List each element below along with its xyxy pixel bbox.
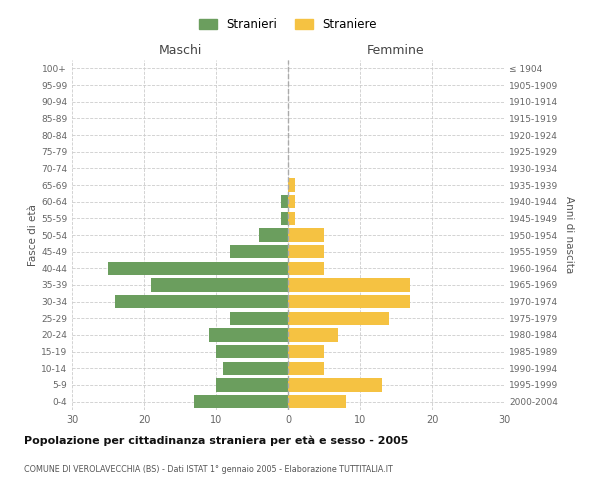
Text: Femmine: Femmine [367, 44, 425, 57]
Bar [288, 212, 295, 225]
Bar [288, 295, 410, 308]
Bar [288, 262, 324, 275]
Bar [108, 262, 288, 275]
Y-axis label: Anni di nascita: Anni di nascita [563, 196, 574, 274]
Text: COMUNE DI VEROLAVECCHIA (BS) - Dati ISTAT 1° gennaio 2005 - Elaborazione TUTTITA: COMUNE DI VEROLAVECCHIA (BS) - Dati ISTA… [24, 465, 393, 474]
Bar [223, 362, 288, 375]
Bar [230, 245, 288, 258]
Bar [288, 195, 295, 208]
Legend: Stranieri, Straniere: Stranieri, Straniere [194, 14, 382, 36]
Bar [288, 345, 324, 358]
Bar [281, 195, 288, 208]
Bar [288, 278, 410, 291]
Bar [288, 362, 324, 375]
Bar [288, 245, 324, 258]
Bar [230, 312, 288, 325]
Bar [288, 328, 338, 342]
Bar [151, 278, 288, 291]
Bar [288, 312, 389, 325]
Bar [115, 295, 288, 308]
Bar [288, 178, 295, 192]
Bar [281, 212, 288, 225]
Bar [288, 228, 324, 241]
Bar [259, 228, 288, 241]
Bar [216, 378, 288, 392]
Text: Popolazione per cittadinanza straniera per età e sesso - 2005: Popolazione per cittadinanza straniera p… [24, 435, 409, 446]
Y-axis label: Fasce di età: Fasce di età [28, 204, 38, 266]
Bar [288, 395, 346, 408]
Bar [216, 345, 288, 358]
Bar [194, 395, 288, 408]
Text: Maschi: Maschi [158, 44, 202, 57]
Bar [288, 378, 382, 392]
Bar [209, 328, 288, 342]
